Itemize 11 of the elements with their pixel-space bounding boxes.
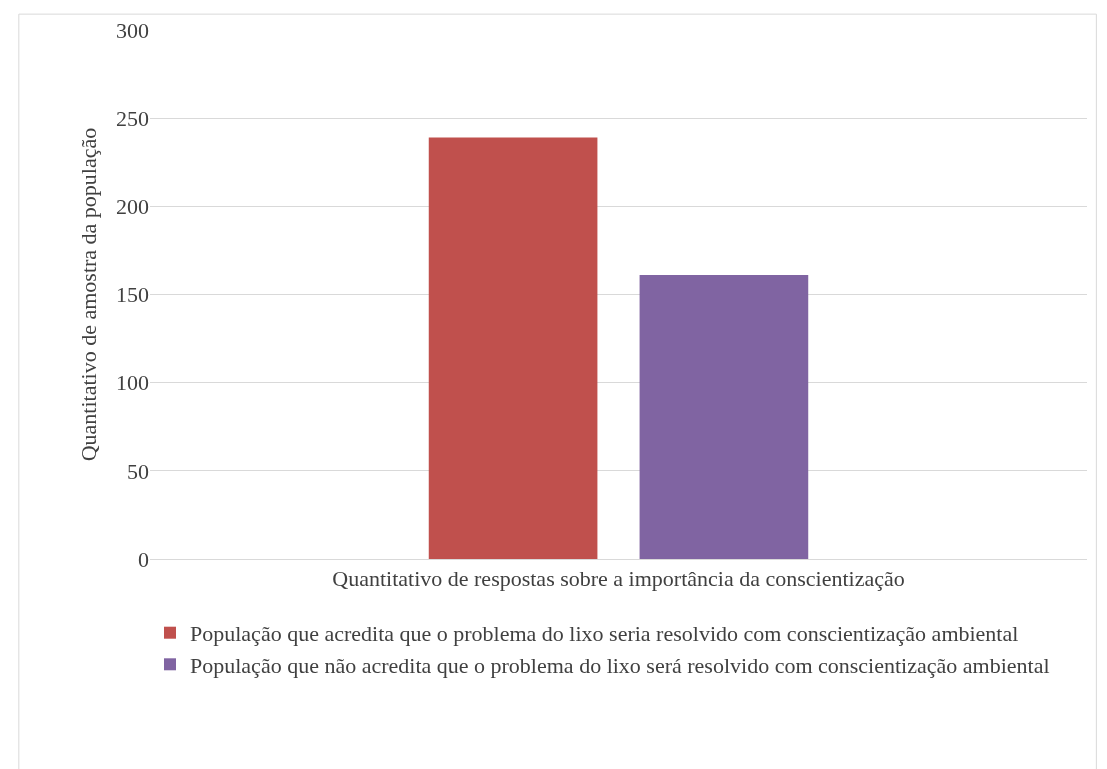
y-tick-label: 250 [116,105,149,131]
x-tick-label: Quantitativo de respostas sobre a importância da conscientização [332,566,905,592]
y-tick-label: 50 [127,458,149,484]
legend-label: População que não acredita que o problema do lixo será resolvido com conscientização ambiental [190,652,1050,678]
y-tick-label: 0 [138,546,149,572]
y-tick-label: 150 [116,282,149,308]
y-tick-label: 200 [116,194,149,220]
legend-label: População que acredita que o problema do lixo seria resolvido com conscientização ambiental [190,621,1019,647]
y-tick-label: 100 [116,370,149,396]
y-tick-label: 300 [116,17,149,43]
y-axis-title: Quantitativo de amostra da população [76,127,101,462]
